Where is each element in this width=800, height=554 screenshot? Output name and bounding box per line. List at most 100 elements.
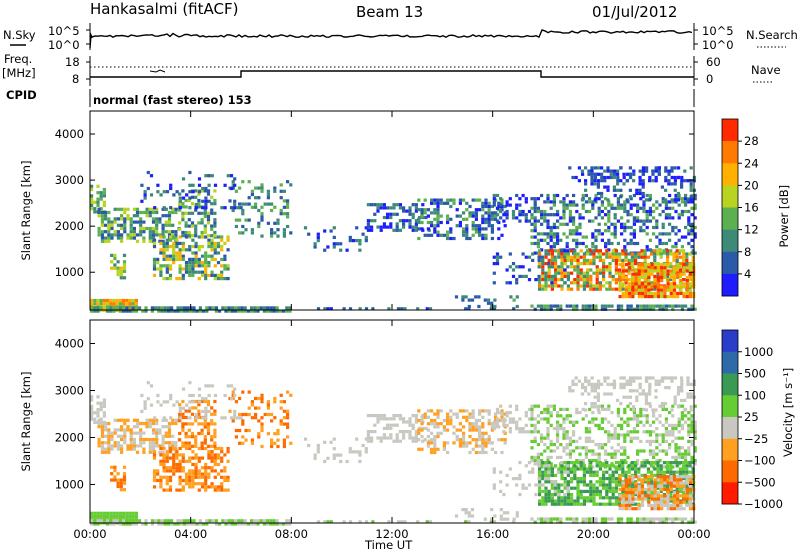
heatmap-cell (113, 233, 117, 237)
heatmap-cell (602, 477, 606, 481)
heatmap-cell (527, 268, 532, 272)
heatmap-cell (164, 220, 168, 224)
heatmap-cell (640, 473, 644, 477)
heatmap-cell (484, 204, 488, 209)
heatmap-cell (326, 520, 330, 524)
heatmap-cell (250, 189, 254, 193)
heatmap-cell (680, 307, 684, 311)
heatmap-cell (582, 284, 586, 288)
heatmap-cell (256, 306, 260, 310)
heatmap-cell (634, 252, 638, 256)
heatmap-cell (614, 499, 618, 503)
heatmap-cell (560, 255, 564, 259)
heatmap-cell (565, 245, 569, 249)
heatmap-cell (286, 180, 290, 184)
heatmap-cell (629, 430, 633, 434)
heatmap-cell (543, 517, 547, 521)
heatmap-cell (184, 205, 188, 209)
heatmap-cell (607, 304, 611, 308)
heatmap-cell (588, 420, 592, 424)
heatmap-cell (449, 418, 453, 423)
heatmap-cell (203, 435, 207, 439)
heatmap-cell (433, 211, 437, 215)
heatmap-cell (430, 211, 434, 215)
heatmap-cell (540, 232, 544, 236)
heatmap-cell (636, 203, 640, 207)
heatmap-cell (621, 481, 625, 485)
heatmap-cell (602, 496, 606, 500)
heatmap-cell (175, 469, 179, 473)
heatmap-cell (170, 309, 174, 313)
heatmap-cell (192, 522, 196, 526)
heatmap-cell (203, 230, 207, 235)
heatmap-cell (623, 433, 627, 437)
heatmap-cell (478, 227, 482, 231)
heatmap-cell (604, 449, 608, 453)
heatmap-cell (581, 517, 585, 521)
heatmap-cell (626, 520, 630, 524)
freq-glitch (149, 69, 166, 73)
heatmap-cell (110, 253, 114, 257)
heatmap-cell (110, 472, 114, 476)
heatmap-cell (636, 304, 640, 308)
heatmap-cell (143, 193, 147, 197)
heatmap-cell (546, 404, 550, 408)
heatmap-cell (668, 446, 672, 450)
heatmap-cell (210, 174, 214, 178)
heatmap-cell (118, 309, 122, 313)
heatmap-cell (213, 241, 217, 245)
heatmap-cell (620, 433, 624, 437)
heatmap-cell (527, 430, 532, 434)
heatmap-cell (691, 461, 695, 465)
heatmap-cell (547, 262, 551, 266)
heatmap-cell (575, 520, 579, 524)
heatmap-cell (178, 206, 182, 210)
heatmap-cell (644, 282, 648, 286)
heatmap-cell (637, 291, 641, 295)
heatmap-cell (254, 412, 258, 417)
heatmap-cell (148, 447, 152, 451)
heatmap-cell (197, 177, 202, 181)
heatmap-cell (197, 211, 201, 215)
heatmap-cell (666, 500, 670, 504)
heatmap-cell (106, 522, 110, 526)
heatmap-cell (605, 252, 609, 256)
heatmap-cell (598, 496, 602, 500)
heatmap-cell (382, 225, 386, 229)
heatmap-cell (493, 298, 497, 302)
heatmap-cell (641, 179, 645, 183)
heatmap-cell (549, 232, 553, 236)
heatmap-cell (680, 517, 684, 521)
heatmap-cell (560, 483, 564, 487)
heatmap-cell (608, 480, 612, 484)
heatmap-cell (556, 209, 560, 214)
heatmap-cell (492, 193, 496, 198)
heatmap-cell (629, 307, 633, 311)
heatmap-cell (102, 187, 106, 192)
heatmap-cell (552, 241, 556, 246)
heatmap-cell (602, 502, 606, 506)
heatmap-cell (339, 453, 343, 457)
heatmap-cell (643, 278, 647, 282)
heatmap-cell (188, 190, 192, 194)
heatmap-cell (490, 217, 494, 221)
heatmap-cell (433, 418, 437, 423)
heatmap-cell (556, 520, 560, 524)
heatmap-cell (672, 291, 677, 295)
heatmap-cell (575, 304, 579, 308)
heatmap-cell (563, 271, 567, 275)
heatmap-cell (623, 238, 627, 242)
heatmap-cell (618, 282, 622, 286)
heatmap-cell (478, 224, 482, 228)
heatmap-cell (436, 412, 440, 416)
heatmap-cell (500, 438, 504, 442)
heatmap-cell (629, 225, 633, 230)
heatmap-cell (104, 223, 108, 227)
heatmap-cell (676, 285, 680, 289)
heatmap-cell (684, 235, 688, 239)
heatmap-cell (162, 264, 166, 268)
heatmap-cell (571, 175, 575, 180)
heatmap-cell (161, 223, 165, 227)
heatmap-cell (595, 271, 599, 275)
heatmap-cell (395, 225, 399, 229)
